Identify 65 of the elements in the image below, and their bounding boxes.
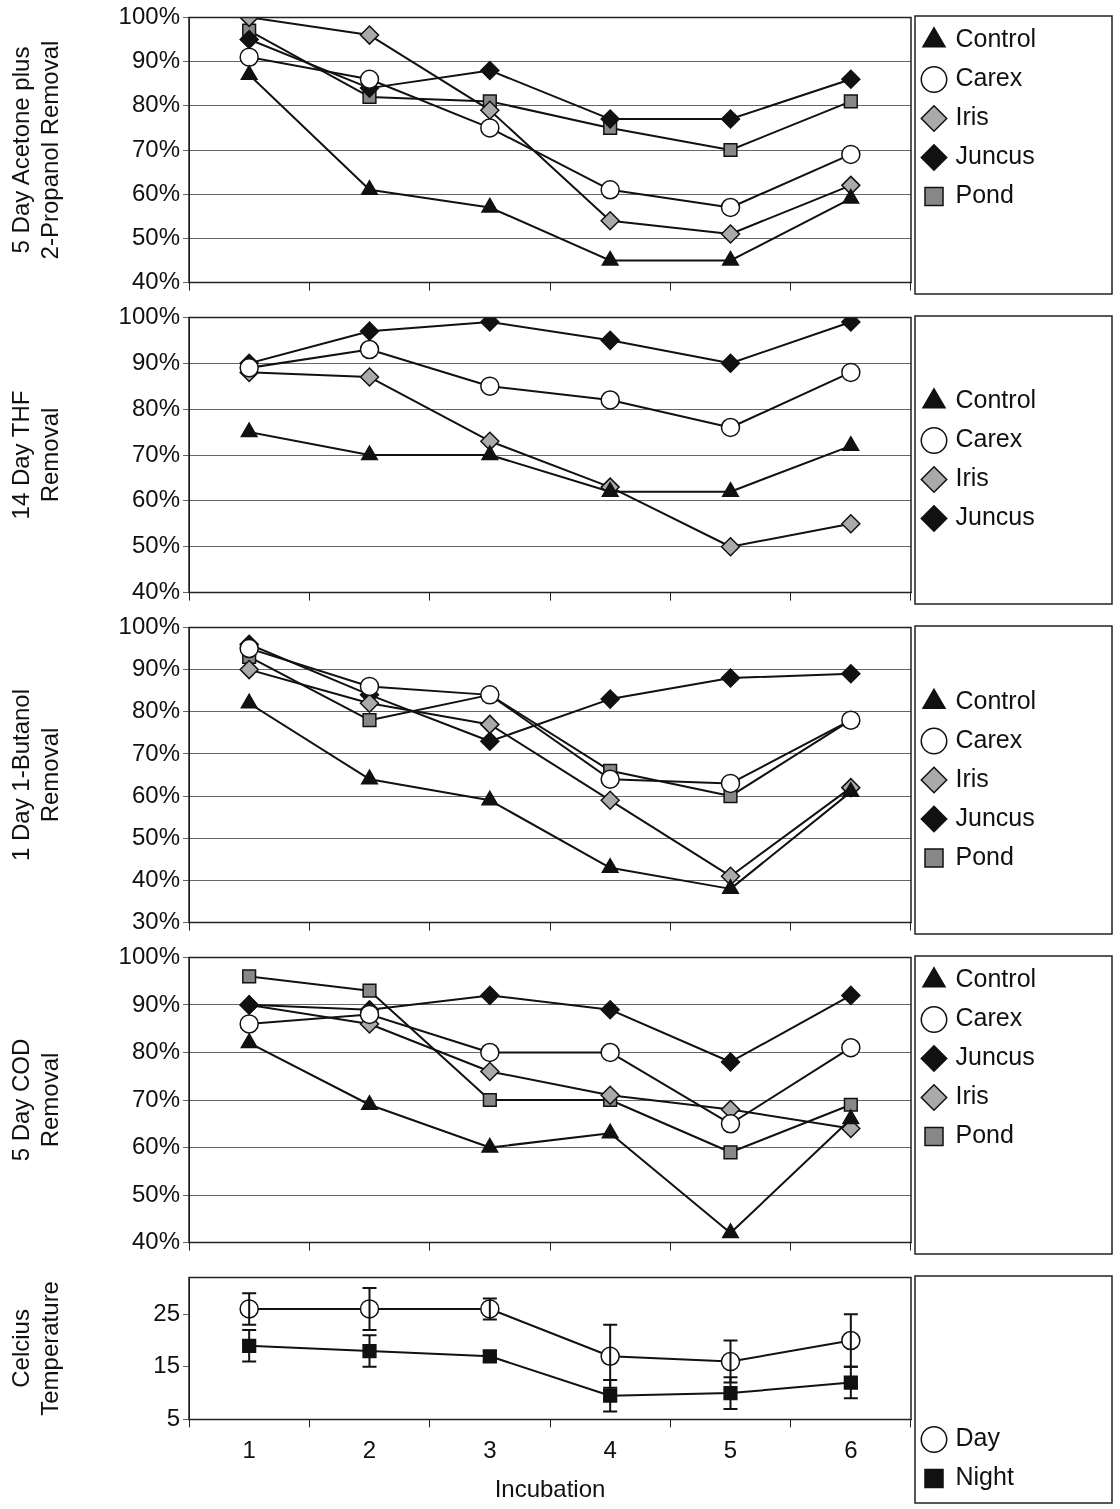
legend-label: Pond xyxy=(955,841,1014,870)
y-axis-title: 5 Day Acetone plus 2-Propanol Removal xyxy=(7,40,63,260)
y-tick-label: 40% xyxy=(131,865,180,893)
y-tick-label: 70% xyxy=(131,738,180,766)
y-tick-label: 60% xyxy=(131,780,180,808)
x-tick-label: 3 xyxy=(483,1436,497,1464)
y-tick-label: 70% xyxy=(131,134,180,162)
x-tick-label: 6 xyxy=(844,1436,858,1464)
x-tick-label: 1 xyxy=(242,1436,256,1464)
legend-label: Control xyxy=(955,685,1037,714)
legend-label: Juncus xyxy=(955,1042,1035,1071)
legend-label: Day xyxy=(955,1423,1001,1452)
y-tick-label: 100% xyxy=(118,612,180,640)
y-tick-label: 90% xyxy=(131,654,180,682)
y-tick-label: 40% xyxy=(131,577,180,605)
legend-label: Iris xyxy=(955,763,989,792)
y-tick-label: 80% xyxy=(131,696,180,724)
x-axis-title: Incubation xyxy=(494,1475,606,1503)
legend-label: Iris xyxy=(955,102,989,131)
y-tick-label: 50% xyxy=(131,531,180,559)
legend-label: Pond xyxy=(955,1120,1014,1149)
legend-label: Carex xyxy=(955,424,1023,453)
y-tick-label: 60% xyxy=(131,485,180,513)
legend-label: Night xyxy=(955,1462,1014,1491)
y-tick-label: 100% xyxy=(118,2,180,30)
x-tick-label: 2 xyxy=(362,1436,377,1464)
legend-label: Control xyxy=(955,24,1037,53)
y-tick-label: 40% xyxy=(131,267,180,295)
legend-label: Juncus xyxy=(955,502,1035,531)
y-axis-title: Celcius Temperature xyxy=(7,1281,63,1416)
legend-label: Carex xyxy=(955,63,1023,92)
legend-label: Control xyxy=(955,385,1037,414)
y-tick-label: 50% xyxy=(131,1179,180,1207)
y-tick-label: 100% xyxy=(118,942,180,970)
legend-label: Iris xyxy=(955,1081,989,1110)
y-tick-label: 60% xyxy=(131,1132,180,1160)
y-tick-label: 80% xyxy=(131,1037,180,1065)
y-tick-label: 50% xyxy=(131,223,180,251)
y-tick-label: 90% xyxy=(131,46,180,74)
y-tick-label: 5 xyxy=(166,1404,180,1432)
legend-label: Juncus xyxy=(955,802,1035,831)
y-tick-label: 60% xyxy=(131,178,180,206)
legend-label: Carex xyxy=(955,724,1023,753)
y-tick-label: 70% xyxy=(131,439,180,467)
legend-label: Carex xyxy=(955,1003,1023,1032)
x-tick-label: 4 xyxy=(603,1436,617,1464)
y-tick-label: 80% xyxy=(131,90,180,118)
y-tick-label: 15 xyxy=(153,1351,180,1379)
y-tick-label: 90% xyxy=(131,989,180,1017)
y-axis-title: 5 Day COD Removal xyxy=(7,1038,63,1162)
legend-label: Pond xyxy=(955,180,1014,209)
y-axis-title: 1 Day 1-Butanol Removal xyxy=(7,688,63,862)
y-tick-label: 30% xyxy=(131,907,180,935)
y-tick-label: 90% xyxy=(131,347,180,375)
y-tick-label: 100% xyxy=(118,302,180,330)
y-tick-label: 80% xyxy=(131,393,180,421)
x-tick-label: 5 xyxy=(723,1436,738,1464)
y-axis-title: 14 Day THF Removal xyxy=(7,390,63,520)
y-tick-label: 25 xyxy=(153,1298,180,1326)
legend-label: Control xyxy=(955,964,1037,993)
legend-label: Iris xyxy=(955,463,989,492)
y-tick-label: 70% xyxy=(131,1084,180,1112)
y-tick-label: 40% xyxy=(131,1227,180,1255)
y-tick-label: 50% xyxy=(131,822,180,850)
legend-label: Juncus xyxy=(955,141,1035,170)
